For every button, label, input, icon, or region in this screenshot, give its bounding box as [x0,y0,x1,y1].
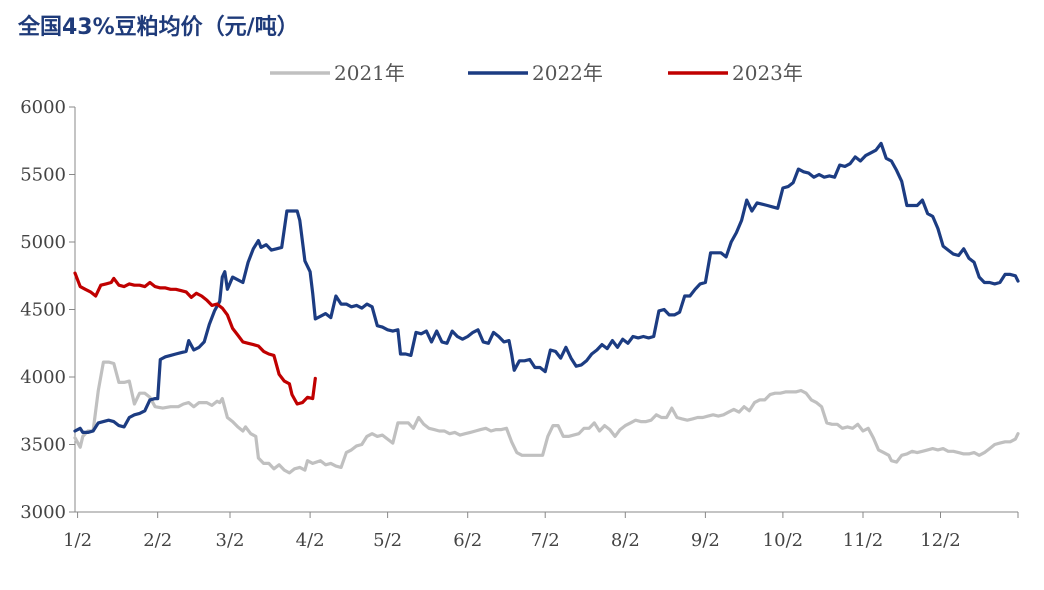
x-tick-label: 2/2 [143,530,172,551]
x-tick-label: 7/2 [531,530,560,551]
x-axis: 1/2 2/2 3/2 4/2 5/2 6/2 7/2 8/2 9/2 10/2 11/2 12/2 [63,512,1019,551]
x-tick-label: 12/2 [920,530,960,551]
legend-label: 2021年 [334,61,405,85]
y-tick-label: 4500 [20,300,66,321]
y-tick-label: 5500 [20,165,66,186]
legend-label: 2022年 [532,61,603,85]
x-tick-label: 11/2 [843,530,883,551]
x-tick-label: 4/2 [296,530,325,551]
x-tick-label: 8/2 [611,530,640,551]
x-tick-label: 6/2 [453,530,482,551]
x-tick-label: 1/2 [63,530,92,551]
y-tick-label: 6000 [20,97,66,118]
x-tick-label: 10/2 [763,530,803,551]
y-tick-label: 5000 [20,232,66,253]
chart-title: 全国43%豆粕均价（元/吨） [17,14,299,40]
x-tick-label: 3/2 [216,530,245,551]
series-group [73,141,1020,475]
x-tick-label: 9/2 [691,530,720,551]
x-tick-label: 5/2 [373,530,402,551]
series-line-1 [73,360,1020,475]
y-tick-label: 3500 [20,435,66,456]
series-line-2 [73,141,1020,434]
y-tick-label: 4000 [20,367,66,388]
legend-label: 2023年 [732,61,803,85]
series-line-3 [73,271,317,406]
y-tick-label: 3000 [20,502,66,523]
legend: 2021年 2022年 2023年 [270,61,803,85]
y-axis: 3000 3500 4000 4500 5000 5500 6000 [20,97,75,523]
